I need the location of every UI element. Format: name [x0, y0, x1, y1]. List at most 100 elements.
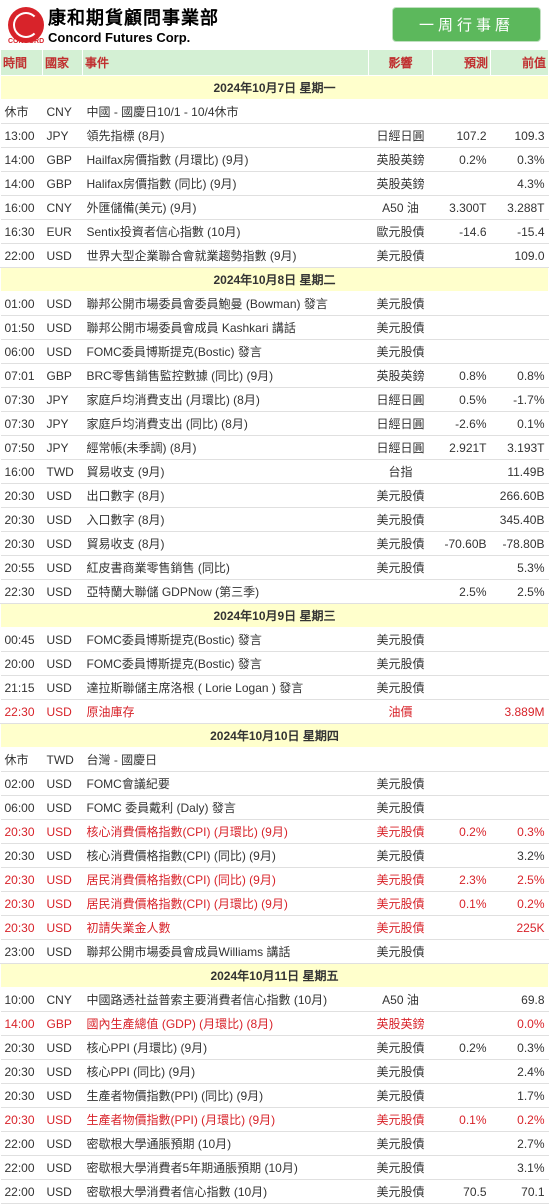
cell: 20:30	[1, 916, 43, 940]
cell: FOMC 委員戴利 (Daly) 發言	[83, 796, 369, 820]
date-header: 2024年10月11日 星期五	[1, 964, 549, 988]
table-row: 07:30JPY家庭戶均消費支出 (月環比) (8月)日經日圓0.5%-1.7%	[1, 388, 549, 412]
table-header-row: 時間 國家 事件 影響 預測 前值	[1, 50, 549, 76]
cell	[433, 940, 491, 964]
cell: 密歇根大學消費者5年期通脹預期 (10月)	[83, 1156, 369, 1180]
table-row: 20:30USD貿易收支 (8月)美元股債-70.60B-78.80B	[1, 532, 549, 556]
cell: A50 油	[369, 196, 433, 220]
cell: -2.6%	[433, 412, 491, 436]
cell: 入口數字 (8月)	[83, 508, 369, 532]
cell: 06:00	[1, 340, 43, 364]
cell: 美元股債	[369, 652, 433, 676]
cell: 美元股債	[369, 940, 433, 964]
cell: USD	[43, 340, 83, 364]
cell: 20:30	[1, 484, 43, 508]
title-badge: 一周行事曆	[392, 7, 541, 42]
cell: 0.1%	[433, 892, 491, 916]
cell: JPY	[43, 124, 83, 148]
cell: USD	[43, 628, 83, 652]
cell: JPY	[43, 412, 83, 436]
table-row: 07:01GBPBRC零售銷售監控數據 (同比) (9月)英股英鎊0.8%0.8…	[1, 364, 549, 388]
cell: 美元股債	[369, 1180, 433, 1204]
cell	[369, 748, 433, 772]
cell	[433, 1084, 491, 1108]
cell: 107.2	[433, 124, 491, 148]
cell: 2.5%	[491, 868, 549, 892]
cell: USD	[43, 844, 83, 868]
cell	[491, 796, 549, 820]
cell: EUR	[43, 220, 83, 244]
cell: 聯邦公開市場委員會委員鮑曼 (Bowman) 發言	[83, 292, 369, 316]
cell	[433, 1132, 491, 1156]
cell	[433, 340, 491, 364]
cell: 21:15	[1, 676, 43, 700]
cell: 70.1	[491, 1180, 549, 1204]
cell: 20:30	[1, 532, 43, 556]
table-row: 02:00USDFOMC會議紀要美元股債	[1, 772, 549, 796]
cell: 00:45	[1, 628, 43, 652]
cell: 07:50	[1, 436, 43, 460]
cell: 14:00	[1, 172, 43, 196]
table-row: 22:00USD世界大型企業聯合會就業趨勢指數 (9月)美元股債109.0	[1, 244, 549, 268]
cell: USD	[43, 1180, 83, 1204]
cell: 345.40B	[491, 508, 549, 532]
cell: Halifax房價指數 (同比) (9月)	[83, 172, 369, 196]
table-row: 23:00USD聯邦公開市場委員會成員Williams 講話美元股債	[1, 940, 549, 964]
cell: 16:00	[1, 460, 43, 484]
col-prev: 前值	[491, 50, 549, 76]
cell: GBP	[43, 172, 83, 196]
cell: 密歇根大學通脹預期 (10月)	[83, 1132, 369, 1156]
cell: 核心消費價格指數(CPI) (同比) (9月)	[83, 844, 369, 868]
cell: 出口數字 (8月)	[83, 484, 369, 508]
cell: USD	[43, 916, 83, 940]
cell	[433, 460, 491, 484]
table-row: 06:00USDFOMC 委員戴利 (Daly) 發言美元股債	[1, 796, 549, 820]
brand-text: 康和期貨顧問事業部 Concord Futures Corp.	[48, 4, 219, 45]
cell: GBP	[43, 148, 83, 172]
cell	[369, 580, 433, 604]
cell: 20:30	[1, 844, 43, 868]
cell: 22:00	[1, 1156, 43, 1180]
cell: 10:00	[1, 988, 43, 1012]
cell: 美元股債	[369, 316, 433, 340]
cell: 0.3%	[491, 820, 549, 844]
cell: 日經日圓	[369, 388, 433, 412]
cell: 23:00	[1, 940, 43, 964]
cell: 5.3%	[491, 556, 549, 580]
cell: 台灣 - 國慶日	[83, 748, 369, 772]
cell: 0.2%	[433, 820, 491, 844]
cell: 2.4%	[491, 1060, 549, 1084]
cell: 美元股債	[369, 892, 433, 916]
cell: 美元股債	[369, 292, 433, 316]
cell: 核心消費價格指數(CPI) (月環比) (9月)	[83, 820, 369, 844]
cell	[491, 100, 549, 124]
cell: USD	[43, 1132, 83, 1156]
cell	[433, 652, 491, 676]
cell	[433, 1156, 491, 1180]
cell: 07:01	[1, 364, 43, 388]
cell: FOMC會議紀要	[83, 772, 369, 796]
cell: 01:50	[1, 316, 43, 340]
cell: USD	[43, 1108, 83, 1132]
cell: 0.3%	[491, 1036, 549, 1060]
cell: GBP	[43, 364, 83, 388]
cell: 266.60B	[491, 484, 549, 508]
cell: 20:30	[1, 1108, 43, 1132]
cell: 20:30	[1, 868, 43, 892]
cell	[433, 916, 491, 940]
cell: 歐元股債	[369, 220, 433, 244]
cell: 20:00	[1, 652, 43, 676]
col-impact: 影響	[369, 50, 433, 76]
cell: 0.2%	[433, 1036, 491, 1060]
cell: 貿易收支 (8月)	[83, 532, 369, 556]
cell: USD	[43, 1036, 83, 1060]
cell: USD	[43, 868, 83, 892]
cell: 225K	[491, 916, 549, 940]
table-row: 07:50JPY經常帳(未季調) (8月)日經日圓2.921T3.193T	[1, 436, 549, 460]
cell	[433, 796, 491, 820]
cell: 休市	[1, 748, 43, 772]
cell	[369, 100, 433, 124]
cell: 01:00	[1, 292, 43, 316]
cell: 亞特蘭大聯儲 GDPNow (第三季)	[83, 580, 369, 604]
table-row: 14:00GBPHailfax房價指數 (月環比) (9月)英股英鎊0.2%0.…	[1, 148, 549, 172]
